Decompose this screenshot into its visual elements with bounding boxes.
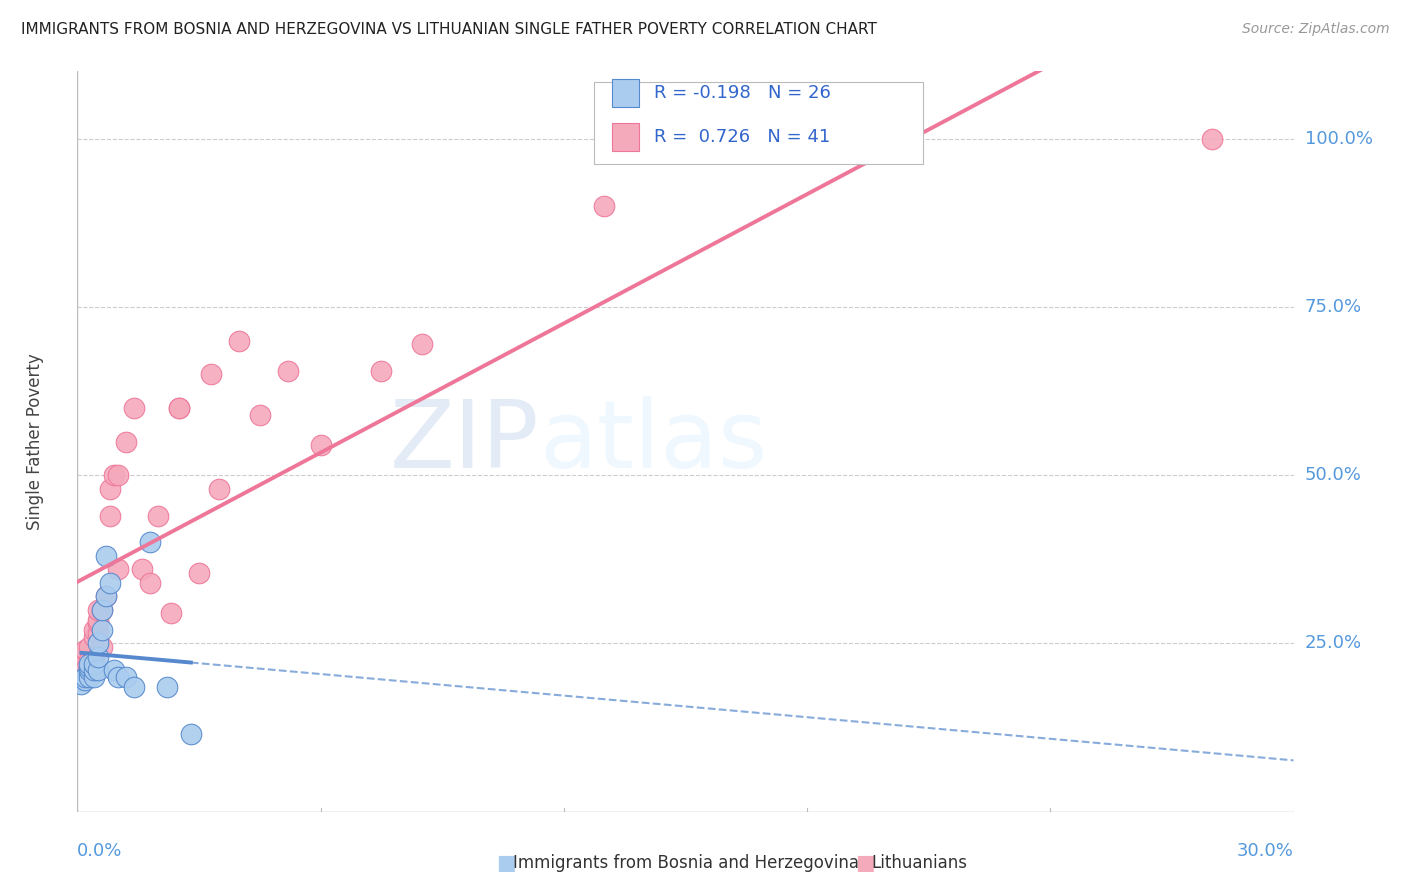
Point <box>90 603 112 617</box>
Point <box>90 640 112 654</box>
Point <box>83 623 105 637</box>
Point <box>98 575 121 590</box>
Text: R =  0.726   N = 41: R = 0.726 N = 41 <box>654 128 830 146</box>
Point <box>86 664 108 678</box>
Point <box>83 664 105 678</box>
Point <box>75 664 97 678</box>
Point <box>86 626 108 640</box>
Point <box>86 613 108 627</box>
Point <box>98 482 121 496</box>
Text: 25.0%: 25.0% <box>1305 634 1362 652</box>
Point <box>122 401 145 415</box>
Point <box>79 653 101 667</box>
Text: 100.0%: 100.0% <box>1305 129 1372 148</box>
Point <box>107 670 129 684</box>
Text: Single Father Poverty: Single Father Poverty <box>25 353 44 530</box>
Point <box>90 603 112 617</box>
Text: ■: ■ <box>496 853 516 872</box>
Point <box>70 673 93 688</box>
Point <box>122 680 145 694</box>
Point <box>79 657 101 671</box>
Point <box>75 673 97 688</box>
Point <box>1201 131 1223 145</box>
Point <box>70 660 93 674</box>
Text: 50.0%: 50.0% <box>1305 467 1361 484</box>
Point <box>83 630 105 644</box>
Point <box>411 337 433 351</box>
FancyBboxPatch shape <box>613 78 640 107</box>
Point <box>370 364 392 378</box>
Text: Source: ZipAtlas.com: Source: ZipAtlas.com <box>1241 22 1389 37</box>
Text: R = -0.198   N = 26: R = -0.198 N = 26 <box>654 84 831 102</box>
Point <box>159 606 181 620</box>
Point <box>180 727 202 741</box>
Point <box>167 401 190 415</box>
Point <box>86 649 108 664</box>
Point <box>86 636 108 650</box>
Point <box>228 334 250 348</box>
Text: 30.0%: 30.0% <box>1237 842 1294 860</box>
Point <box>83 653 105 667</box>
Point <box>148 508 170 523</box>
Point <box>593 199 616 213</box>
Point <box>249 408 271 422</box>
Text: 0.0%: 0.0% <box>77 842 122 860</box>
Point <box>107 562 129 576</box>
Point <box>139 575 162 590</box>
Point <box>79 640 101 654</box>
FancyBboxPatch shape <box>613 123 640 152</box>
Point <box>70 653 93 667</box>
Point <box>115 434 138 449</box>
Point <box>309 438 332 452</box>
Point <box>94 549 117 563</box>
Point <box>131 562 153 576</box>
Point <box>188 566 211 580</box>
Point <box>90 623 112 637</box>
Point <box>139 535 162 549</box>
Point <box>155 680 177 694</box>
Text: 75.0%: 75.0% <box>1305 298 1362 316</box>
Point <box>75 670 97 684</box>
Point <box>83 657 105 671</box>
Point <box>167 401 190 415</box>
Point <box>86 616 108 631</box>
Point <box>75 643 97 657</box>
Point <box>200 368 222 382</box>
Text: ZIP: ZIP <box>389 395 540 488</box>
Point <box>107 468 129 483</box>
Point <box>98 508 121 523</box>
Point <box>70 677 93 691</box>
Point <box>86 603 108 617</box>
Point <box>79 660 101 674</box>
Point <box>94 590 117 604</box>
Point <box>103 664 125 678</box>
Point <box>208 482 231 496</box>
Text: atlas: atlas <box>540 395 768 488</box>
Point <box>79 664 101 678</box>
Point <box>79 670 101 684</box>
Point <box>83 670 105 684</box>
Text: ■: ■ <box>855 853 875 872</box>
Point <box>103 468 125 483</box>
Point <box>79 660 101 674</box>
Text: IMMIGRANTS FROM BOSNIA AND HERZEGOVINA VS LITHUANIAN SINGLE FATHER POVERTY CORRE: IMMIGRANTS FROM BOSNIA AND HERZEGOVINA V… <box>21 22 877 37</box>
Text: Immigrants from Bosnia and Herzegovina: Immigrants from Bosnia and Herzegovina <box>513 854 859 871</box>
Point <box>277 364 299 378</box>
Point <box>94 590 117 604</box>
FancyBboxPatch shape <box>595 82 922 164</box>
Point <box>115 670 138 684</box>
Text: Lithuanians: Lithuanians <box>872 854 967 871</box>
